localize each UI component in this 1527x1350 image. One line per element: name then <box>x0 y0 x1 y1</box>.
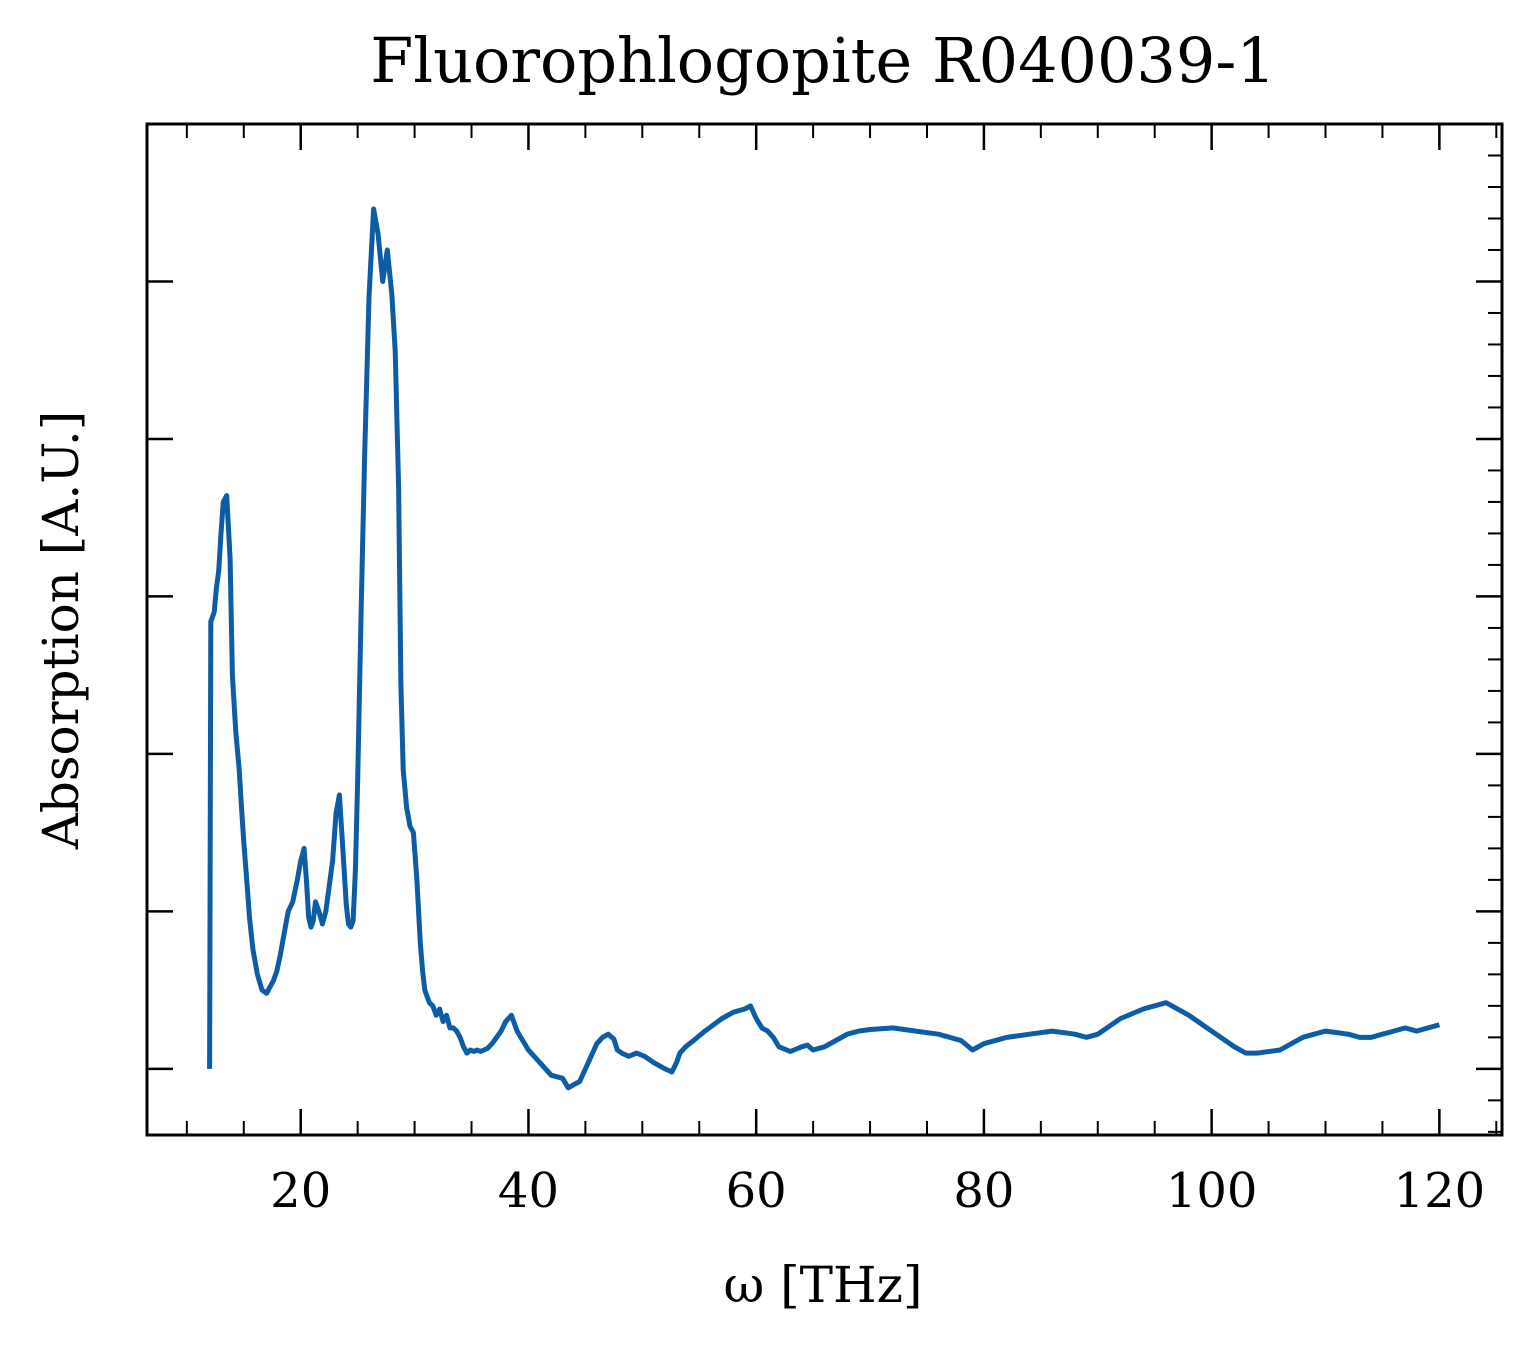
x-axis-label: ω [THz] <box>724 1256 923 1314</box>
x-tick-label: 40 <box>498 1163 559 1219</box>
x-tick-label: 60 <box>726 1163 787 1219</box>
ticks: 20 40 60 80 100 120 <box>147 124 1502 1219</box>
y-axis-label: Absorption [A.U.] <box>32 411 90 851</box>
chart-title: Fluorophlogopite R040039-1 <box>370 24 1275 97</box>
x-tick-label: 80 <box>953 1163 1014 1219</box>
plot-frame <box>145 122 1504 1137</box>
x-tick-label: 20 <box>270 1163 331 1219</box>
x-tick-label: 120 <box>1394 1163 1486 1219</box>
series-line-0 <box>207 206 1441 1091</box>
x-tick-label: 100 <box>1166 1163 1258 1219</box>
series-layer <box>207 206 1441 1091</box>
